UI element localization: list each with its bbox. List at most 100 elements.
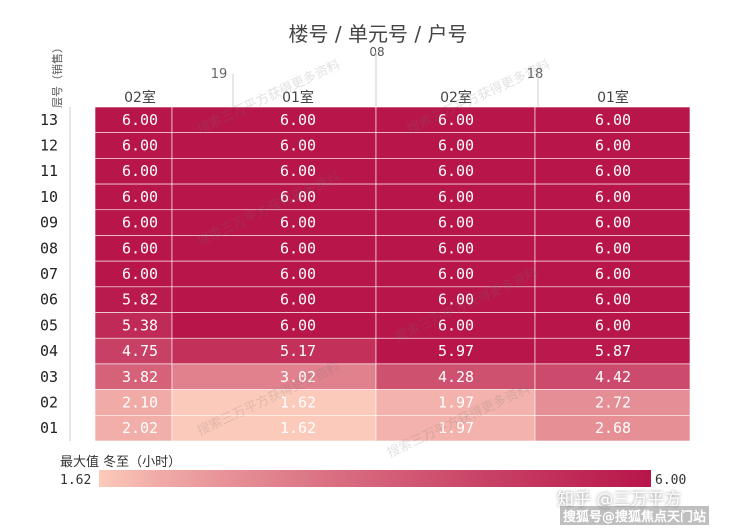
cell-value-label: 2.02 [122,419,158,437]
heatmap-cell [534,312,691,339]
cell-value-label: 6.00 [595,162,631,180]
heatmap-cell [94,260,173,288]
cell-value-label: 6.00 [438,137,474,155]
heatmap-cell [375,286,536,313]
cell-value-label: 6.00 [122,137,158,155]
heatmap-cell [375,415,536,442]
heatmap-cell [171,286,377,313]
heatmap-cell [375,337,536,365]
cell-value-label: 6.00 [438,239,474,257]
building-label: 08 [369,45,384,59]
cell-value-label: 5.82 [122,291,158,309]
heatmap-cell [94,337,173,365]
heatmap-cell [534,363,691,390]
cell-value-label: 4.75 [122,342,158,360]
cell-value-label: 6.00 [595,214,631,232]
cell-value-label: 6.00 [595,316,631,334]
heatmap-cell [534,415,691,442]
cell-value-label: 6.00 [122,111,158,129]
cell-value-label: 4.28 [438,368,474,386]
heatmap-cell [171,260,377,288]
floor-label: 06 [40,291,58,309]
zhihu-brand-watermark: 知乎 @三万平方 [557,490,682,510]
heatmap-cell [94,158,173,185]
heatmap-cell [534,158,691,185]
legend-color-bar [99,470,651,487]
floor-label: 02 [40,393,58,411]
cell-value-label: 6.00 [122,265,158,283]
floor-label: 01 [40,419,58,437]
heatmap-cell [534,235,691,262]
cell-value-label: 6.00 [595,239,631,257]
heatmap-cell [534,260,691,288]
cell-value-label: 6.00 [122,162,158,180]
cell-value-label: 6.00 [280,316,316,334]
cell-value-label: 6.00 [122,188,158,206]
cell-value-label: 6.00 [438,265,474,283]
cell-value-label: 3.02 [280,368,316,386]
heatmap-cell [534,132,691,159]
heatmap-cell [171,209,377,236]
chart-title: 楼号 / 单元号 / 户号 [289,22,468,46]
room-label: 01室 [597,89,629,106]
cell-value-label: 6.00 [438,291,474,309]
cell-value-label: 6.00 [438,111,474,129]
cell-value-label: 2.68 [595,419,631,437]
legend-title: 最大值 冬至（小时） [60,454,181,470]
floor-label: 07 [40,265,58,283]
cell-value-label: 5.38 [122,316,158,334]
heatmap-cell [94,183,173,211]
floor-label: 04 [40,342,58,360]
legend-max-label: 6.00 [655,473,686,488]
heatmap-cell [534,337,691,365]
cell-value-label: 1.97 [438,393,474,411]
cell-value-label: 5.97 [438,342,474,360]
room-label: 02室 [440,89,472,106]
heatmap-cell [94,415,173,442]
cell-value-label: 6.00 [280,214,316,232]
cell-value-label: 6.00 [280,239,316,257]
heatmap-cell [375,132,536,159]
cell-value-label: 2.72 [595,393,631,411]
cell-value-label: 6.00 [280,162,316,180]
cell-value-label: 6.00 [122,239,158,257]
cell-value-label: 6.00 [595,265,631,283]
cell-value-label: 6.00 [595,137,631,155]
y-axis-label: 层号（销售） [50,42,64,108]
floor-label: 03 [40,368,58,386]
cell-value-label: 1.62 [280,393,316,411]
floor-label: 11 [40,162,58,180]
cell-value-label: 1.97 [438,419,474,437]
cell-value-label: 5.87 [595,342,631,360]
cell-value-label: 6.00 [280,265,316,283]
cell-value-label: 6.00 [122,214,158,232]
cell-value-label: 5.17 [280,342,316,360]
heatmap-cell [534,286,691,313]
cell-value-label: 6.00 [438,162,474,180]
heatmap-cell [534,183,691,211]
heatmap-cell [171,415,377,442]
cell-value-label: 6.00 [595,111,631,129]
heatmap-cell [94,363,173,390]
cell-value-label: 6.00 [280,291,316,309]
room-label: 01室 [282,89,314,106]
heatmap-cell [534,209,691,236]
cell-value-label: 2.10 [122,393,158,411]
cell-value-label: 3.82 [122,368,158,386]
cell-value-label: 6.00 [438,188,474,206]
cell-value-label: 6.00 [595,188,631,206]
heatmap-cell [375,312,536,339]
floor-label: 10 [40,188,58,206]
cell-value-label: 6.00 [595,291,631,309]
cell-value-label: 6.00 [280,137,316,155]
floor-label: 09 [40,214,58,232]
heatmap-cell [375,183,536,211]
heatmap-cell [375,209,536,236]
cell-value-label: 6.00 [280,111,316,129]
floor-label: 08 [40,239,58,257]
room-label: 02室 [124,89,156,106]
unit-label: 19 [211,67,228,82]
unit-label: 18 [527,67,544,82]
heatmap-cell [171,132,377,159]
